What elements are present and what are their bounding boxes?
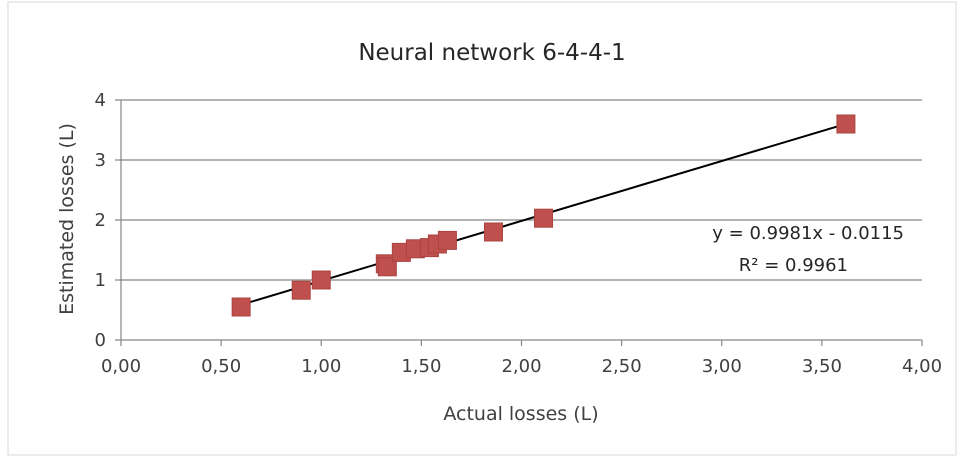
- y-tick-label: 2: [95, 210, 106, 231]
- chart-title: Neural network 6-4-4-1: [358, 40, 625, 66]
- x-tick-label: 3,00: [702, 356, 742, 377]
- x-tick-label: 1,00: [301, 356, 341, 377]
- x-tick-label: 4,00: [902, 356, 942, 377]
- y-tick-label: 0: [95, 330, 106, 351]
- y-tick-label: 4: [95, 90, 106, 111]
- data-points: [231, 114, 856, 317]
- data-point: [311, 270, 331, 290]
- trendline-r-squared: R² = 0.9961: [739, 255, 848, 276]
- x-tick-label: 0,00: [101, 356, 141, 377]
- x-tick-label: 3,50: [802, 356, 842, 377]
- x-tick-label: 2,00: [501, 356, 541, 377]
- y-tick-label: 1: [95, 270, 106, 291]
- data-point: [231, 297, 251, 317]
- y-axis-label: Estimated losses (L): [56, 123, 78, 315]
- y-tick-label: 3: [95, 150, 106, 171]
- data-point: [836, 114, 856, 134]
- chart-border: [7, 1, 957, 456]
- x-axis-label: Actual losses (L): [443, 403, 598, 425]
- axes: [115, 99, 923, 346]
- data-point: [377, 257, 397, 277]
- data-point: [534, 208, 554, 228]
- x-tick-labels: 0,00 0,50 1,00 1,50 2,00 2,50 3,00 3,50 4,00: [101, 356, 942, 377]
- trendline-equation: y = 0.9981x - 0.0115: [712, 223, 904, 244]
- x-tick-label: 2,50: [602, 356, 642, 377]
- data-point: [483, 222, 503, 242]
- x-tick-label: 0,50: [201, 356, 241, 377]
- x-tick-label: 1,50: [401, 356, 441, 377]
- data-point: [437, 230, 457, 250]
- y-tick-labels: 0 1 2 3 4: [95, 90, 106, 351]
- data-point: [291, 280, 311, 300]
